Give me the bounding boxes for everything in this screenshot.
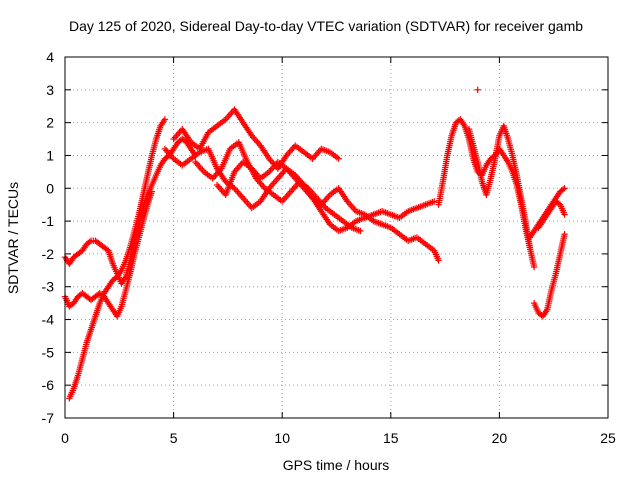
chart-title: Day 125 of 2020, Sidereal Day-to-day VTE…	[69, 18, 583, 34]
x-tick-label: 0	[61, 430, 69, 446]
x-tick-label: 25	[600, 430, 616, 446]
y-tick-label: -7	[42, 410, 55, 426]
data-point	[431, 198, 438, 205]
y-tick-label: 0	[46, 180, 54, 196]
data-point	[435, 257, 442, 264]
data-point	[357, 227, 364, 235]
y-tick-label: 2	[46, 115, 54, 131]
y-tick-label: 3	[46, 82, 54, 98]
y-tick-label: -5	[42, 344, 55, 360]
data-point	[530, 263, 538, 271]
x-axis-label: GPS time / hours	[283, 457, 390, 473]
x-tick-label: 5	[170, 430, 178, 446]
data-points	[61, 86, 568, 402]
y-tick-label: -3	[42, 279, 55, 295]
data-point	[335, 155, 342, 162]
tick-labels: -7 -6 -5 -4 -3 -2 -1 0 1 2 3 4 0 5 10 15 20 25	[42, 49, 616, 446]
data-point	[474, 86, 481, 94]
data-point	[561, 185, 568, 192]
y-axis-label: SDTVAR / TECUs	[5, 182, 21, 294]
x-tick-label: 10	[274, 430, 290, 446]
data-point	[561, 231, 568, 238]
y-tick-label: -4	[42, 312, 55, 328]
y-tick-label: -1	[42, 213, 55, 229]
data-point	[161, 116, 169, 123]
y-tick-label: -2	[42, 246, 55, 262]
data-point	[559, 186, 567, 193]
x-tick-label: 15	[383, 430, 399, 446]
y-tick-label: -6	[42, 377, 55, 393]
data-point	[148, 188, 156, 195]
y-tick-label: 4	[46, 49, 54, 65]
x-tick-label: 20	[492, 430, 508, 446]
y-tick-label: 1	[46, 147, 54, 163]
plot-frame	[64, 56, 609, 419]
data-point	[86, 238, 93, 246]
data-point	[561, 211, 568, 218]
axis-ticks	[64, 56, 609, 419]
